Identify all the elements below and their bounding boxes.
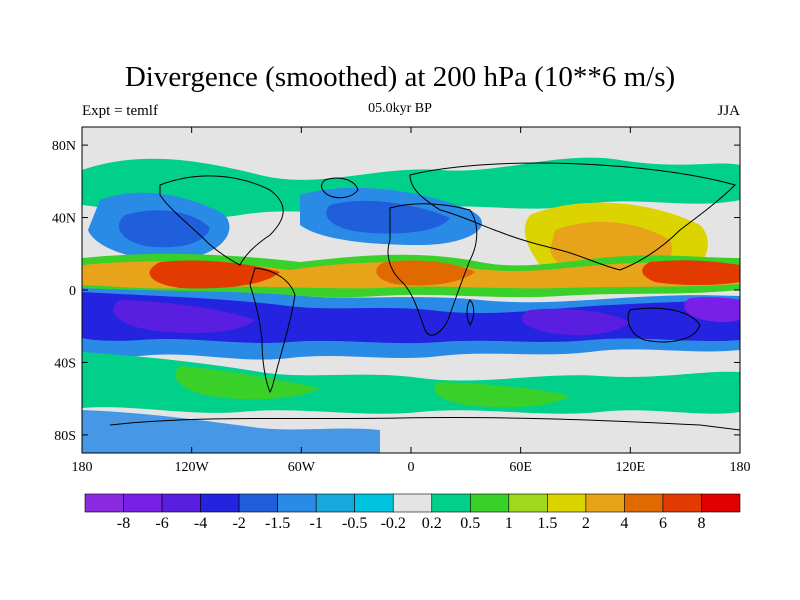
s-midlat-patch-2 bbox=[434, 382, 570, 408]
colorbar-swatch bbox=[315, 493, 356, 513]
lat-tick-label: 40S bbox=[54, 356, 76, 371]
lon-tick-label: 0 bbox=[408, 460, 415, 475]
colorbar-label: 2 bbox=[582, 515, 590, 532]
colorbar-swatch bbox=[508, 493, 548, 513]
colorbar-swatch bbox=[392, 493, 433, 513]
colorbar-swatch bbox=[585, 493, 625, 513]
colorbar-swatch bbox=[84, 493, 124, 513]
colorbar-swatch bbox=[277, 493, 317, 513]
colorbar-label: -1 bbox=[310, 515, 323, 532]
n-atlantic-low-core bbox=[326, 200, 450, 234]
colorbar-label: 6 bbox=[659, 515, 667, 532]
lon-tick-label: 120E bbox=[616, 460, 646, 475]
colorbar-swatch bbox=[200, 493, 240, 513]
colorbar-swatch bbox=[123, 493, 163, 513]
colorbar-label: 1.5 bbox=[537, 515, 557, 532]
africa-max bbox=[376, 260, 475, 286]
coastlines bbox=[109, 162, 740, 431]
season-label: JJA bbox=[717, 103, 740, 119]
lat-tick-label: 40N bbox=[52, 212, 76, 227]
colorbar-label: -6 bbox=[155, 515, 168, 532]
colorbar-label: -0.5 bbox=[342, 515, 367, 532]
lat-tick-label: 80N bbox=[52, 139, 76, 154]
s-midlat-patch-1 bbox=[175, 366, 320, 400]
lon-tick-label: 180 bbox=[730, 460, 751, 475]
colorbar-label: 8 bbox=[697, 515, 705, 532]
lon-tick-label: 180 bbox=[72, 460, 93, 475]
africa-coast bbox=[387, 203, 478, 336]
divergence-field bbox=[82, 127, 740, 453]
colorbar-swatch bbox=[662, 493, 702, 513]
colorbar: -8 -6 -4 -2 -1.5 -1 -0.5 -0.2 0.2 0.5 1 1.5 2 4 6 8 bbox=[84, 493, 741, 532]
lat-tick-label: 0 bbox=[69, 284, 76, 299]
australia-coast bbox=[627, 307, 701, 343]
lon-tick-label: 120W bbox=[175, 460, 210, 475]
antarctica-coast bbox=[109, 416, 740, 431]
colorbar-swatch bbox=[354, 493, 394, 513]
colorbar-swatch bbox=[238, 493, 278, 513]
experiment-label: Expt = temlf bbox=[82, 103, 158, 119]
colorbar-swatch bbox=[469, 493, 510, 513]
madagascar-coast bbox=[466, 299, 475, 326]
colorbar-label: -8 bbox=[117, 515, 130, 532]
colorbar-label: 0.5 bbox=[460, 515, 480, 532]
s-pacific-min bbox=[113, 300, 255, 334]
colorbar-label: -4 bbox=[194, 515, 207, 532]
s-indian-min bbox=[521, 308, 630, 336]
map-title: Divergence (smoothed) at 200 hPa (10**6 … bbox=[124, 61, 676, 93]
colorbar-swatch bbox=[624, 493, 664, 513]
colorbar-label: 4 bbox=[620, 515, 628, 532]
n-pacific-low-core bbox=[118, 210, 210, 248]
greenland-coast bbox=[321, 177, 359, 199]
w-pacific-min bbox=[684, 297, 740, 323]
lon-tick-label: 60E bbox=[509, 460, 532, 475]
longitude-axis: 180 120W 60W 0 60E 120E 180 bbox=[72, 127, 751, 475]
colorbar-swatch bbox=[431, 493, 471, 513]
colorbar-swatch bbox=[701, 493, 741, 513]
lon-tick-label: 60W bbox=[288, 460, 316, 475]
latitude-axis: 80N 40N 0 40S 80S bbox=[52, 139, 740, 444]
colorbar-label: -1.5 bbox=[265, 515, 290, 532]
south-america-coast bbox=[249, 267, 296, 393]
eurasia-coast bbox=[409, 162, 736, 271]
colorbar-label: 0.2 bbox=[422, 515, 442, 532]
colorbar-label: -2 bbox=[232, 515, 245, 532]
colorbar-swatch bbox=[547, 493, 587, 513]
lat-tick-label: 80S bbox=[54, 429, 76, 444]
colorbar-swatch bbox=[161, 493, 201, 513]
e-pacific-max bbox=[149, 260, 280, 289]
n-highlat-band bbox=[82, 157, 740, 219]
time-label: 05.0kyr BP bbox=[368, 101, 432, 116]
colorbar-label: 1 bbox=[505, 515, 513, 532]
colorbar-label: -0.2 bbox=[381, 515, 406, 532]
w-pacific-max bbox=[642, 260, 740, 285]
north-america-coast bbox=[159, 175, 284, 266]
